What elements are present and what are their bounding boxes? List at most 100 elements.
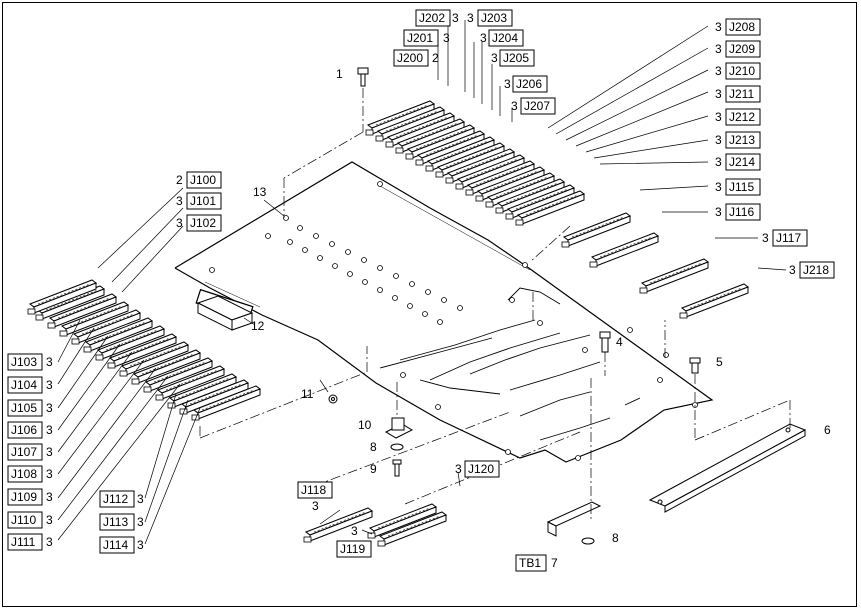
label-J106: J106 bbox=[11, 423, 37, 437]
callout-3: 3 bbox=[137, 492, 144, 506]
label-J214: J214 bbox=[729, 155, 755, 169]
label-J109: J109 bbox=[11, 490, 37, 504]
connector-array-top bbox=[365, 100, 585, 226]
board-holes bbox=[209, 181, 698, 461]
callout-3: 3 bbox=[715, 155, 722, 169]
label-J119: J119 bbox=[340, 542, 365, 556]
label-J108: J108 bbox=[11, 467, 37, 481]
callout-5: 5 bbox=[716, 355, 723, 369]
callout-numbers: 3 3 3 3 2 3 3 3 3 3 3 3 3 3 3 3 3 3 3 2 … bbox=[46, 11, 831, 570]
callout-8: 8 bbox=[612, 531, 619, 545]
label-boxes bbox=[7, 9, 835, 572]
label-J202: J202 bbox=[419, 11, 445, 25]
label-J201: J201 bbox=[407, 31, 433, 45]
connectors-right bbox=[561, 212, 749, 319]
callout-10: 10 bbox=[358, 418, 372, 432]
callout-3: 3 bbox=[715, 110, 722, 124]
callout-3: 3 bbox=[715, 20, 722, 34]
callout-2: 2 bbox=[432, 51, 439, 65]
label-J204: J204 bbox=[492, 31, 518, 45]
callout-3: 3 bbox=[46, 378, 53, 392]
label-TB1: TB1 bbox=[519, 556, 541, 570]
callout-3: 3 bbox=[443, 31, 450, 45]
callout-4: 4 bbox=[616, 335, 623, 349]
callout-12: 12 bbox=[251, 319, 265, 333]
label-J200: J200 bbox=[397, 51, 423, 65]
label-J207: J207 bbox=[524, 99, 550, 113]
label-J114: J114 bbox=[103, 538, 128, 552]
board-traces bbox=[379, 287, 641, 441]
callout-3: 3 bbox=[715, 205, 722, 219]
label-J210: J210 bbox=[729, 64, 755, 78]
callout-8: 8 bbox=[370, 440, 377, 454]
callout-3: 3 bbox=[504, 77, 511, 91]
callout-3: 3 bbox=[46, 355, 53, 369]
label-J115: J115 bbox=[729, 180, 754, 194]
callout-3: 3 bbox=[46, 467, 53, 481]
callout-3: 3 bbox=[46, 423, 53, 437]
callout-3: 3 bbox=[715, 133, 722, 147]
callout-3: 3 bbox=[176, 194, 183, 208]
callout-11: 11 bbox=[301, 387, 314, 401]
label-J209: J209 bbox=[729, 42, 755, 56]
label-J213: J213 bbox=[729, 133, 755, 147]
label-J218: J218 bbox=[803, 263, 829, 277]
label-J102: J102 bbox=[190, 216, 216, 230]
rail-part-6 bbox=[648, 423, 807, 513]
callout-3: 3 bbox=[762, 231, 769, 245]
label-J118: J118 bbox=[301, 483, 326, 497]
callout-3: 3 bbox=[46, 401, 53, 415]
label-texts: J202 J203 J201 J204 J200 J205 J206 J207 … bbox=[11, 11, 829, 570]
callout-2: 2 bbox=[176, 173, 183, 187]
callout-3: 3 bbox=[455, 462, 462, 476]
label-J113: J113 bbox=[103, 515, 128, 529]
callout-3: 3 bbox=[511, 99, 518, 113]
callout-3: 3 bbox=[312, 499, 319, 513]
label-J211: J211 bbox=[729, 87, 754, 101]
label-J104: J104 bbox=[11, 378, 37, 392]
callout-3: 3 bbox=[715, 64, 722, 78]
label-J107: J107 bbox=[11, 445, 37, 459]
callout-3: 3 bbox=[46, 490, 53, 504]
callout-3: 3 bbox=[480, 31, 487, 45]
label-J205: J205 bbox=[503, 51, 529, 65]
callout-3: 3 bbox=[46, 513, 53, 527]
callout-3: 3 bbox=[452, 11, 459, 25]
callout-9: 9 bbox=[370, 462, 377, 476]
connectors-bottom bbox=[303, 503, 447, 547]
hardware bbox=[328, 67, 701, 545]
label-J120: J120 bbox=[468, 462, 494, 476]
callout-3: 3 bbox=[715, 87, 722, 101]
callout-3: 3 bbox=[137, 538, 144, 552]
label-J111: J111 bbox=[11, 535, 36, 549]
callout-3: 3 bbox=[789, 263, 796, 277]
label-J100: J100 bbox=[190, 173, 216, 187]
callout-3: 3 bbox=[351, 524, 358, 538]
spacer-part-12 bbox=[196, 295, 254, 331]
label-J103: J103 bbox=[11, 355, 37, 369]
label-J116: J116 bbox=[729, 205, 754, 219]
callout-3: 3 bbox=[491, 51, 498, 65]
callout-6: 6 bbox=[824, 423, 831, 437]
callout-7: 7 bbox=[551, 556, 558, 570]
callout-3: 3 bbox=[137, 515, 144, 529]
callout-1: 1 bbox=[336, 67, 343, 81]
label-J101: J101 bbox=[190, 194, 216, 208]
label-J117: J117 bbox=[776, 231, 801, 245]
label-J206: J206 bbox=[516, 77, 542, 91]
label-J110: J110 bbox=[11, 513, 36, 527]
callout-3: 3 bbox=[715, 180, 722, 194]
callout-3: 3 bbox=[467, 11, 474, 25]
backplane-board bbox=[174, 161, 714, 463]
callout-13: 13 bbox=[253, 185, 267, 199]
callout-3: 3 bbox=[46, 445, 53, 459]
label-J112: J112 bbox=[103, 492, 128, 506]
label-J203: J203 bbox=[481, 11, 507, 25]
leader-lines bbox=[57, 20, 787, 545]
label-J212: J212 bbox=[729, 110, 755, 124]
assembly-centerlines bbox=[199, 88, 791, 520]
label-J208: J208 bbox=[729, 20, 755, 34]
